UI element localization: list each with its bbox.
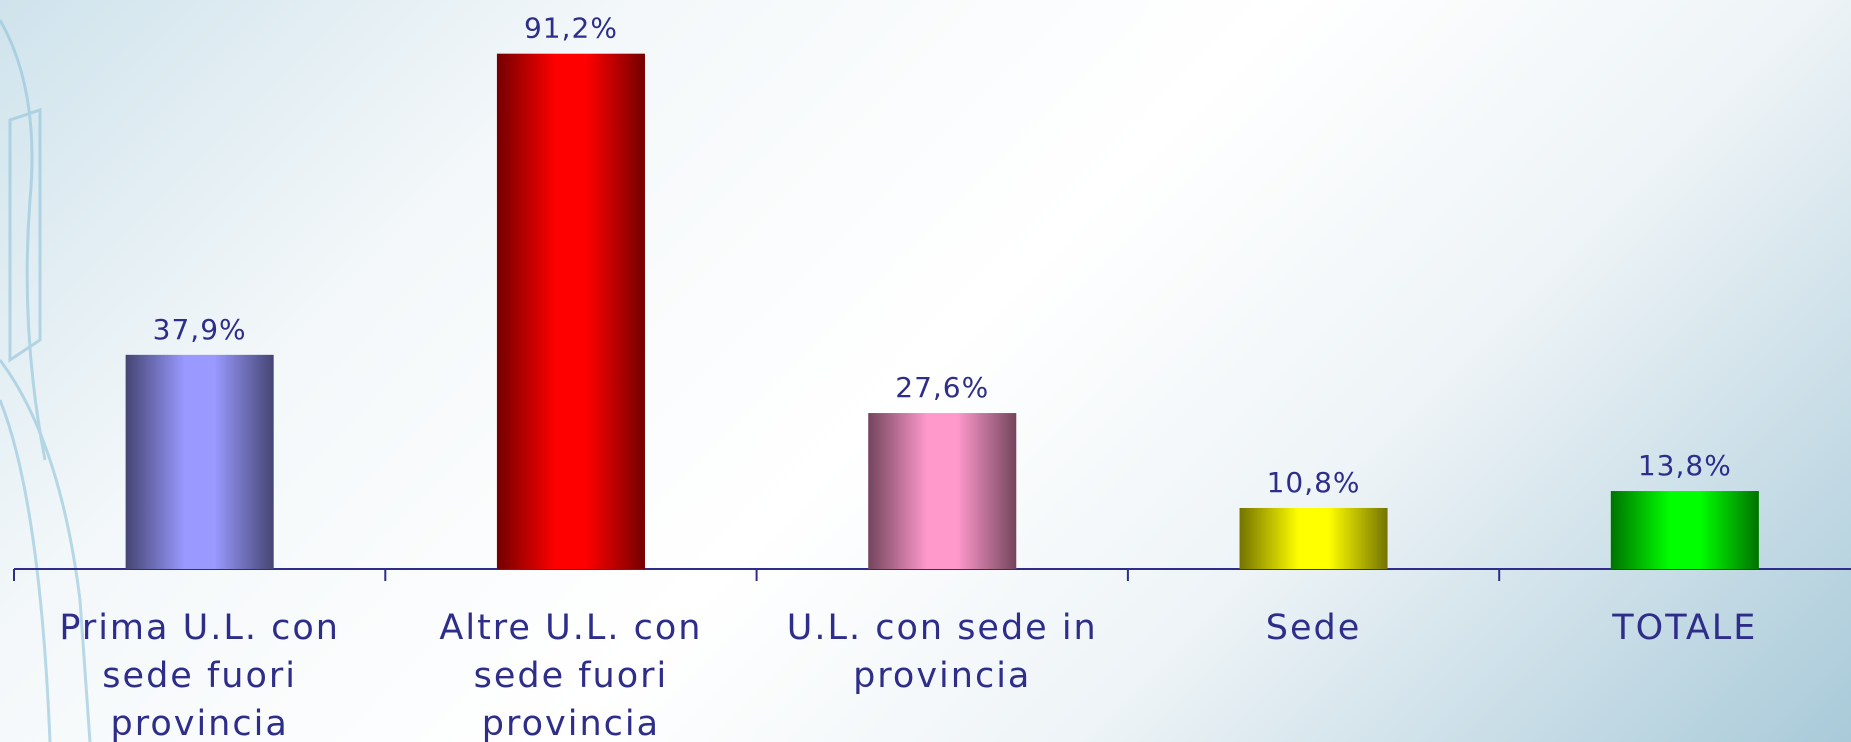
category-label: U.L. con sede in provincia <box>772 604 1112 700</box>
bar-shading <box>126 355 274 569</box>
value-label: 13,8% <box>1638 449 1732 482</box>
value-label: 27,6% <box>895 371 989 404</box>
category-label: Altre U.L. con sede fuori provincia <box>401 604 741 742</box>
bar-shading <box>868 413 1016 569</box>
category-label: Prima U.L. con sede fuori provincia <box>30 604 370 742</box>
slide: 37,9% 91,2% 27,6% 10,8% 13,8% Prima U.L. con… <box>0 0 1851 742</box>
value-label: 37,9% <box>153 313 247 346</box>
category-label: TOTALE <box>1515 604 1851 652</box>
value-label: 91,2% <box>524 12 618 45</box>
bar-shading <box>497 54 645 569</box>
bar-shading <box>1240 508 1388 569</box>
value-label: 10,8% <box>1267 466 1361 499</box>
bar-shading <box>1611 491 1759 569</box>
category-label: Sede <box>1144 604 1484 652</box>
